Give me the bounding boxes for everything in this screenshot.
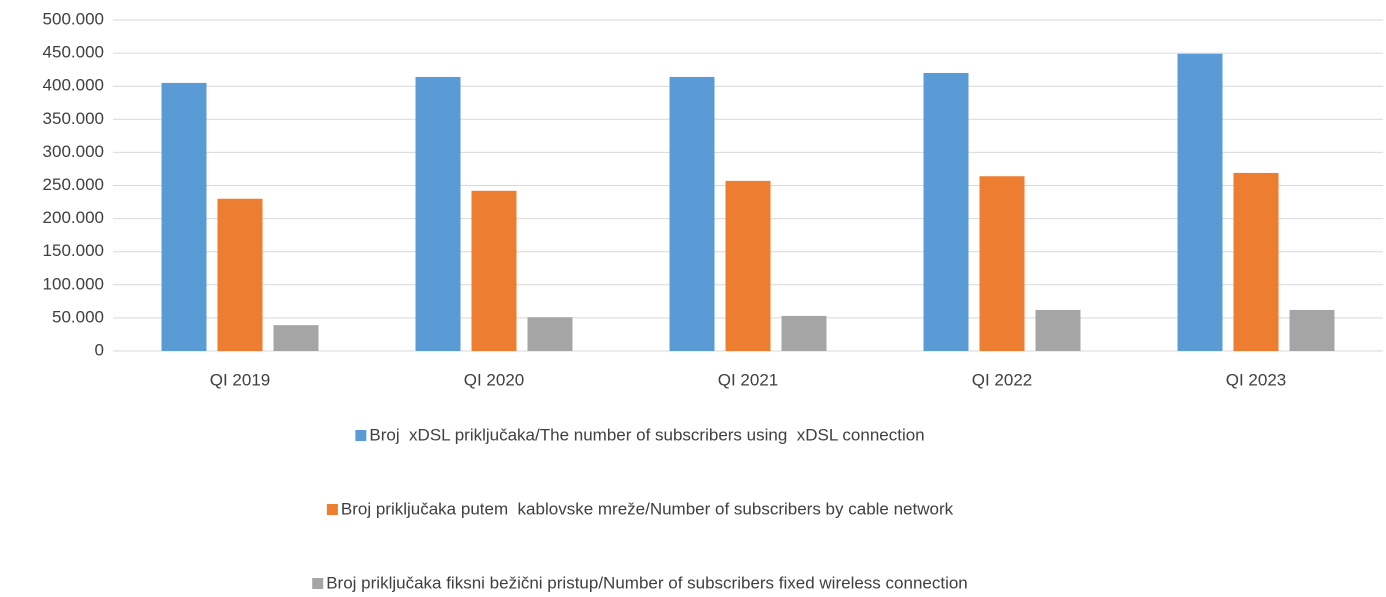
legend-swatch: [355, 430, 367, 441]
legend-swatch: [312, 578, 324, 589]
x-tick-label: QI 2020: [464, 370, 525, 389]
bar: [979, 176, 1025, 351]
y-tick-label: 0: [95, 340, 104, 359]
y-tick-label: 400.000: [43, 76, 104, 95]
bar: [781, 315, 827, 351]
x-tick-label: QI 2023: [1226, 370, 1287, 389]
bar: [527, 317, 573, 351]
bar: [415, 76, 461, 351]
y-tick-label: 250.000: [43, 175, 104, 194]
bar: [217, 198, 263, 351]
bar: [669, 76, 715, 351]
bar: [725, 180, 771, 351]
x-tick-label: QI 2019: [210, 370, 271, 389]
bar: [161, 82, 207, 351]
legend-label: Broj xDSL priključaka/The number of subs…: [369, 425, 924, 444]
y-tick-label: 450.000: [43, 43, 104, 62]
y-tick-label: 100.000: [43, 274, 104, 293]
x-tick-label: QI 2021: [718, 370, 779, 389]
y-tick-label: 350.000: [43, 109, 104, 128]
bar: [1233, 172, 1279, 351]
y-tick-label: 150.000: [43, 241, 104, 260]
bar: [273, 325, 319, 351]
bar: [923, 72, 969, 352]
legend-label: Broj priključaka fiksni bežični pristup/…: [326, 573, 968, 592]
y-tick-label: 200.000: [43, 208, 104, 227]
y-tick-label: 300.000: [43, 142, 104, 161]
y-tick-label: 50.000: [52, 307, 104, 326]
bar: [1035, 309, 1081, 351]
x-tick-label: QI 2022: [972, 370, 1033, 389]
y-tick-label: 500.000: [43, 9, 104, 28]
bar: [1177, 53, 1223, 352]
legend-label: Broj priključaka putem kablovske mreže/N…: [341, 499, 954, 518]
bar: [471, 190, 517, 351]
bar: [1289, 309, 1335, 351]
legend-swatch: [326, 504, 338, 515]
